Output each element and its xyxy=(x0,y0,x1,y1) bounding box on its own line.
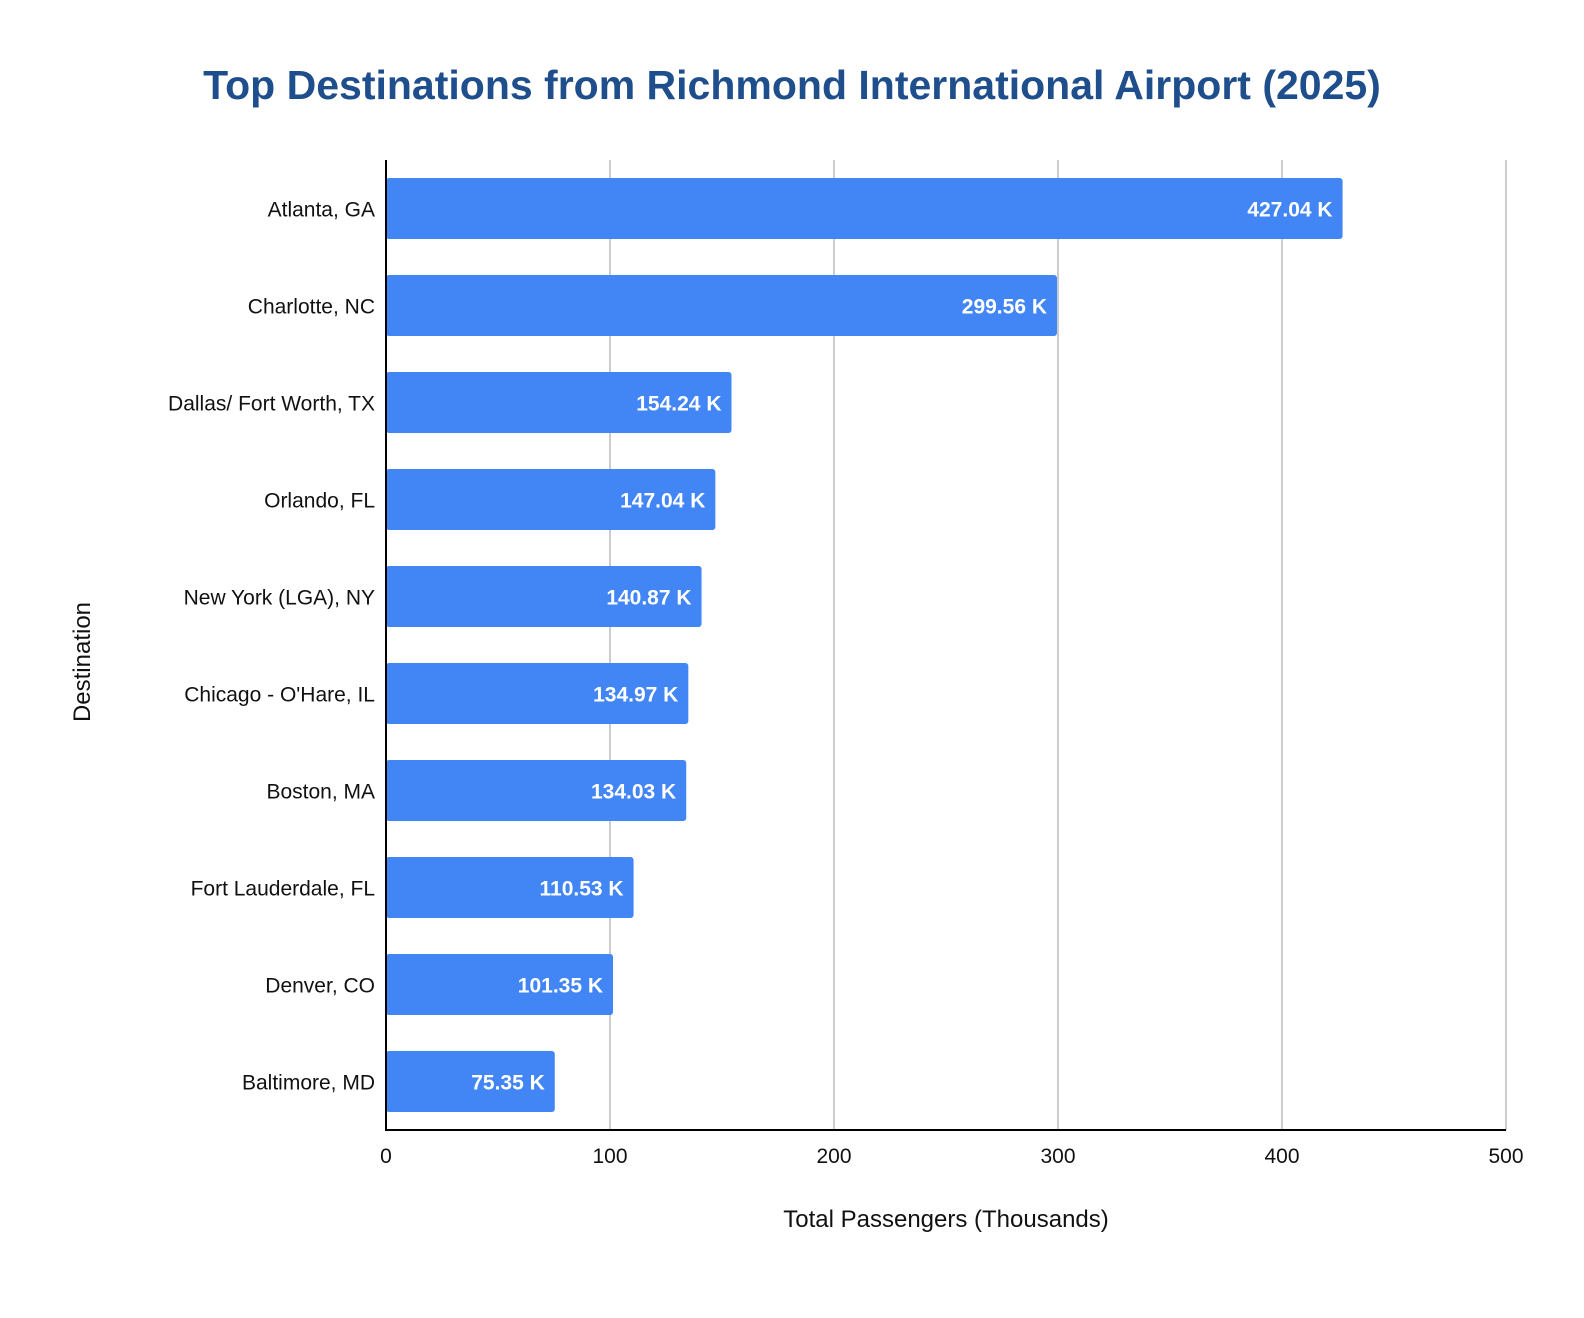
y-category-label: Orlando, FL xyxy=(264,490,375,513)
bar-data-label: 140.87 K xyxy=(606,587,691,610)
bar xyxy=(386,954,614,1015)
y-category-label: Dallas/ Fort Worth, TX xyxy=(168,393,375,416)
bar-data-label: 154.24 K xyxy=(636,393,721,416)
y-category-label: New York (LGA), NY xyxy=(184,587,375,610)
bar-data-label: 147.04 K xyxy=(620,490,705,513)
bar-data-label: 110.53 K xyxy=(540,878,624,901)
y-category-label: Baltimore, MD xyxy=(242,1072,375,1095)
y-category-label: Fort Lauderdale, FL xyxy=(191,878,375,901)
bar xyxy=(386,469,716,530)
bar-data-label: 101.35 K xyxy=(518,975,603,998)
bar xyxy=(386,857,634,918)
bar xyxy=(386,566,702,627)
x-tick-label: 100 xyxy=(592,1145,627,1168)
bar xyxy=(386,760,687,821)
y-category-label: Atlanta, GA xyxy=(268,199,375,222)
y-category-label: Chicago - O'Hare, IL xyxy=(184,684,375,707)
x-tick-label: 300 xyxy=(1040,1145,1075,1168)
x-axis-title: Total Passengers (Thousands) xyxy=(783,1206,1109,1233)
x-tick-label: 500 xyxy=(1488,1145,1523,1168)
chart-title: Top Destinations from Richmond Internati… xyxy=(203,62,1381,108)
x-tick-label: 400 xyxy=(1264,1145,1299,1168)
y-axis-title: Destination xyxy=(69,601,96,723)
bar-data-label: 75.35 K xyxy=(471,1072,545,1095)
bar xyxy=(386,1051,555,1112)
x-tick-label: 200 xyxy=(816,1145,851,1168)
bar-data-label: 427.04 K xyxy=(1247,199,1332,222)
bar-data-label: 299.56 K xyxy=(962,296,1047,319)
bar xyxy=(386,372,732,433)
bar xyxy=(386,275,1058,336)
y-category-label: Denver, CO xyxy=(265,975,375,998)
y-category-label: Charlotte, NC xyxy=(248,296,375,319)
y-category-label: Boston, MA xyxy=(266,781,375,804)
bar xyxy=(386,663,689,724)
x-tick-label: 0 xyxy=(380,1145,392,1168)
bar-data-label: 134.03 K xyxy=(591,781,676,804)
bar-data-label: 134.97 K xyxy=(593,684,678,707)
bar xyxy=(386,178,1343,239)
